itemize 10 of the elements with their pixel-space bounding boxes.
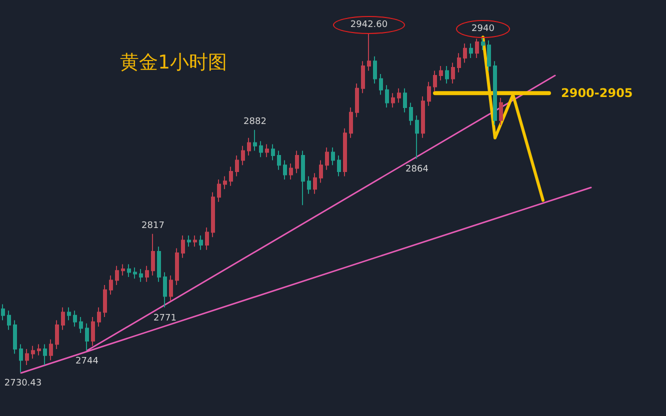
annotation: 2942.60 — [350, 20, 388, 30]
annotation: 2817 — [142, 220, 164, 231]
annotation: 2771 — [154, 313, 176, 324]
annotation: 2940 — [472, 24, 495, 34]
annotation: 2730.43 — [4, 378, 42, 388]
series-label: 2900-2905 — [561, 86, 633, 100]
text: 黄金1小时图 — [120, 52, 228, 74]
annotation: 2882 — [244, 116, 266, 127]
annotation: 2864 — [406, 164, 429, 175]
annotation: 2744 — [76, 356, 99, 367]
